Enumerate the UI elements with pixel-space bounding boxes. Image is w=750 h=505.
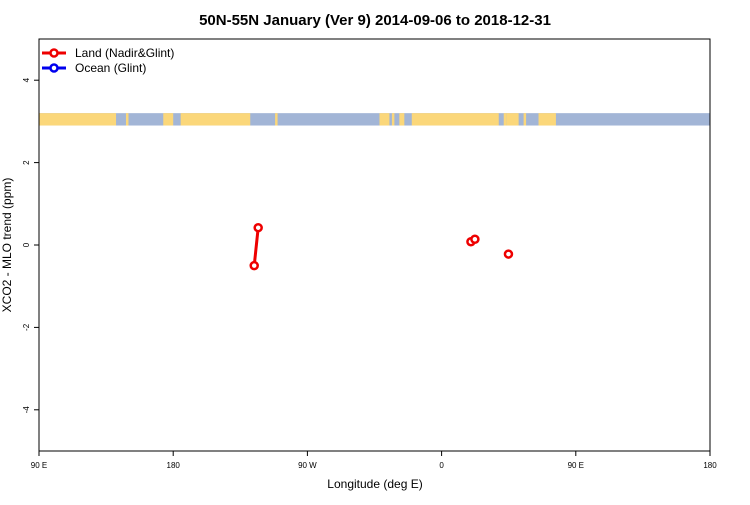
y-axis: -4 -2 0 2 4 [22,77,39,413]
map-land [379,113,390,126]
x-axis-label: Longitude (deg E) [327,477,422,491]
legend-label: Land (Nadir&Glint) [75,46,174,60]
map-land [399,113,405,126]
y-tick-label: 4 [22,77,31,82]
y-axis-label: XCO2 - MLO trend (ppm) [0,178,14,313]
x-tick-label: 180 [167,461,181,470]
y-tick-label: -2 [22,323,31,331]
map-land [180,113,251,126]
map-land [411,113,499,126]
data-point [470,234,480,244]
series-line [252,227,260,266]
x-tick-label: 90 W [298,461,317,470]
map-land [538,113,556,126]
map-strip [39,113,710,126]
y-tick-label: 0 [22,242,31,247]
map-land [506,113,519,126]
chart-title: 50N-55N January (Ver 9) 2014-09-06 to 20… [199,12,551,29]
map-land [275,113,278,126]
map-ocean [39,113,710,126]
map-land [503,113,507,126]
legend-label: Ocean (Glint) [75,61,146,75]
series-layer [249,222,514,271]
data-point [253,222,263,233]
plot-frame [38,38,711,452]
x-tick-label: 90 E [31,461,47,470]
legend: Land (Nadir&Glint)Ocean (Glint) [42,46,174,75]
x-axis: 90 E 180 90 W 0 90 E 180 [31,451,717,470]
map-land [523,113,527,126]
x-tick-label: 90 E [568,461,584,470]
x-tick-label: 0 [439,461,444,470]
map-land [391,113,395,126]
y-tick-label: -4 [22,406,31,414]
legend-marker [49,48,59,58]
map-land [125,113,129,126]
x-tick-label: 180 [703,461,717,470]
y-tick-label: 2 [22,160,31,165]
map-land [163,113,174,126]
data-point [249,260,259,271]
legend-marker [49,63,59,73]
map-land [39,113,117,126]
data-point [503,249,514,259]
